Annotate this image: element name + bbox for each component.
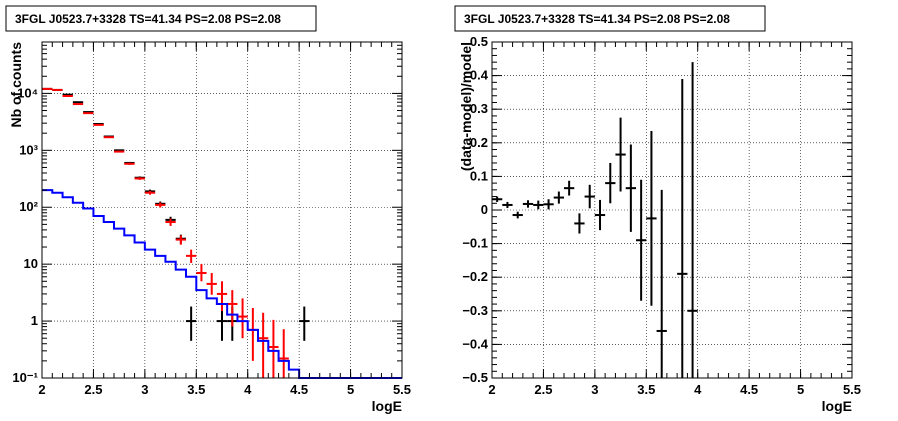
counts-y-tick-label: 10³ <box>19 142 38 157</box>
counts-x-tick-label: 3 <box>141 382 148 397</box>
residuals-data-point <box>687 62 698 378</box>
residuals-y-tick-label: 0.1 <box>470 168 488 183</box>
residuals-x-axis-label: logE <box>822 398 852 414</box>
counts-data-point <box>155 202 166 208</box>
residuals-data-point <box>605 162 616 204</box>
counts-data-point <box>227 290 238 327</box>
counts-ticks <box>41 41 403 379</box>
counts-x-tick-label: 2 <box>38 382 45 397</box>
residuals-data-point <box>574 213 585 234</box>
residuals-data-point <box>625 144 636 232</box>
residuals-y-tick-label: −0.5 <box>462 370 488 385</box>
counts-data-point <box>216 281 228 312</box>
counts-data-point <box>72 101 84 104</box>
counts-tick-labels: 2 2.5 3 3.5 4 4.5 5 5.5 10⁻¹ 1 10 10² 10³ 10⁴ <box>12 85 411 397</box>
residuals-y-tick-label: 0.3 <box>470 101 488 116</box>
residuals-data-point <box>533 200 544 210</box>
residuals-title-box <box>454 5 766 32</box>
counts-x-tick-label: 3.5 <box>187 382 205 397</box>
counts-data-point <box>134 177 145 180</box>
residuals-series <box>492 62 698 378</box>
counts-chart: 3FGL J0523.7+3328 TS=41.34 PS=2.08 PS=2.… <box>5 5 411 414</box>
counts-data-point <box>186 249 197 263</box>
counts-data-point <box>62 95 73 98</box>
residuals-y-tick-label: −0.4 <box>462 336 488 351</box>
residuals-data-point <box>564 180 575 196</box>
residuals-x-tick-label: 5.5 <box>843 382 861 397</box>
residuals-y-axis-label: (data-model)/model <box>458 42 474 171</box>
counts-data-point <box>62 93 73 96</box>
residuals-y-tick-label: −0.3 <box>462 303 488 318</box>
residuals-data-point <box>522 200 534 208</box>
counts-x-tick-label: 4.5 <box>290 382 308 397</box>
counts-data-point <box>278 329 289 378</box>
counts-y-tick-label: 10² <box>19 199 38 214</box>
counts-x-tick-label: 5 <box>347 382 354 397</box>
counts-data-point <box>175 235 186 245</box>
counts-y-tick-label: 1 <box>31 313 38 328</box>
counts-data-point <box>124 162 135 165</box>
counts-y-tick-label: 10⁴ <box>17 85 38 100</box>
counts-data-point <box>83 112 94 115</box>
counts-data-point <box>93 123 104 126</box>
residuals-data-point <box>677 78 688 378</box>
residuals-data-point <box>512 211 523 219</box>
residuals-data-point <box>594 199 606 231</box>
residuals-y-tick-label: 0.4 <box>470 68 489 83</box>
counts-x-tick-label: 2.5 <box>84 382 102 397</box>
residuals-y-tick-label: 0.2 <box>470 135 488 150</box>
counts-x-axis-label: logE <box>372 398 402 414</box>
counts-data-point <box>144 190 156 195</box>
residuals-x-tick-label: 4.5 <box>740 382 758 397</box>
residuals-chart-title: 3FGL J0523.7+3328 TS=41.34 PS=2.08 PS=2.… <box>464 12 730 26</box>
residuals-tick-labels: 2 2.5 3 3.5 4 4.5 5 5.5 −0.5 −0.4 −0.3 −0.2 −0.1 0 0.1… <box>462 34 861 397</box>
counts-x-tick-label: 5.5 <box>393 382 411 397</box>
counts-title-box <box>5 5 317 32</box>
residuals-data-point <box>656 189 667 378</box>
counts-data-point <box>114 150 125 153</box>
counts-data-point <box>237 298 248 339</box>
residuals-grid <box>492 42 852 378</box>
residuals-data-point <box>646 131 657 306</box>
counts-y-axis-label: Nb of counts <box>8 42 24 128</box>
residuals-data-point <box>553 191 564 204</box>
counts-data-point <box>268 319 279 378</box>
counts-data-point <box>206 272 217 295</box>
residuals-x-tick-label: 2 <box>488 382 495 397</box>
residuals-data-point <box>492 196 503 202</box>
counts-data-point <box>72 103 84 106</box>
counts-series <box>42 87 402 379</box>
residuals-data-point <box>636 179 647 301</box>
counts-chart-title: 3FGL J0523.7+3328 TS=41.34 PS=2.08 PS=2.… <box>15 12 281 26</box>
counts-data-point <box>258 312 269 378</box>
residuals-data-point <box>615 117 626 192</box>
residuals-y-tick-label: 0 <box>481 202 488 217</box>
residuals-y-tick-label: −0.2 <box>462 269 488 284</box>
residuals-x-tick-label: 3 <box>591 382 598 397</box>
counts-y-tick-label: 10⁻¹ <box>12 370 38 385</box>
residuals-data-point <box>502 201 513 208</box>
counts-data-point <box>165 218 176 226</box>
counts-data-point <box>299 306 310 341</box>
counts-data-point <box>186 306 197 341</box>
residuals-x-tick-label: 4 <box>694 382 702 397</box>
counts-model-step-line <box>42 189 402 379</box>
residuals-x-tick-label: 5 <box>797 382 804 397</box>
residuals-x-tick-label: 3.5 <box>637 382 655 397</box>
residuals-y-tick-label: −0.1 <box>462 236 488 251</box>
counts-y-tick-label: 10 <box>24 256 38 271</box>
residuals-data-point <box>543 199 554 210</box>
counts-x-tick-label: 4 <box>244 382 252 397</box>
residuals-y-tick-label: 0.5 <box>470 34 488 49</box>
counts-data-point <box>216 306 228 341</box>
residuals-x-tick-label: 2.5 <box>534 382 552 397</box>
residuals-chart: 3FGL J0523.7+3328 TS=41.34 PS=2.08 PS=2.… <box>454 5 861 414</box>
residuals-data-point <box>584 184 595 209</box>
residuals-ticks <box>491 41 853 379</box>
counts-data-point <box>103 136 114 139</box>
counts-data-point <box>196 264 207 282</box>
